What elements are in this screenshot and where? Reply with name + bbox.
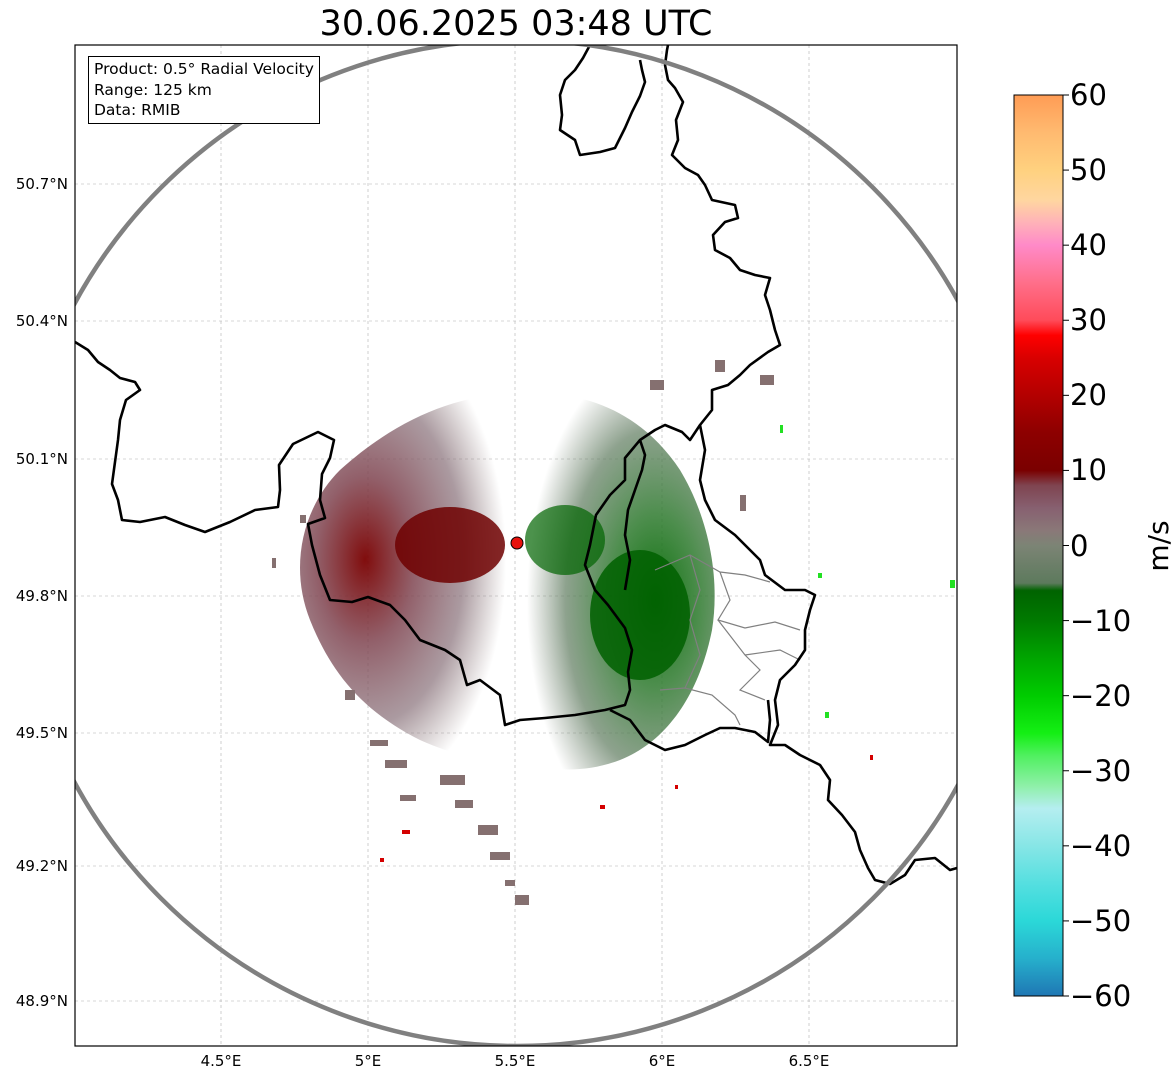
- lat-tick-label: 48.9°N: [15, 992, 68, 1010]
- colorbar-tick-label: −30: [1070, 753, 1132, 788]
- info-data-source: Data: RMIB: [94, 101, 181, 119]
- colorbar-tick-label: 30: [1070, 303, 1107, 338]
- colorbar-tick-label: 20: [1070, 378, 1107, 413]
- colorbar-tick-label: −40: [1070, 828, 1132, 863]
- lat-tick-label: 50.4°N: [15, 312, 68, 330]
- map-title: 30.06.2025 03:48 UTC: [319, 4, 713, 44]
- lat-tick-label: 49.2°N: [15, 857, 68, 875]
- lon-tick-label: 5°E: [354, 1052, 382, 1070]
- colorbar-tick-label: −60: [1070, 979, 1132, 1013]
- colorbar-gradient: [1014, 95, 1063, 996]
- lat-tick-label: 49.8°N: [15, 587, 68, 605]
- colorbar-tick-label: 60: [1070, 78, 1107, 112]
- positive-core: [395, 507, 505, 583]
- colorbar-tick-label: 0: [1070, 528, 1089, 563]
- colorbar-tick-label: 50: [1070, 153, 1107, 188]
- lon-tick-label: 6°E: [648, 1052, 676, 1070]
- lon-tick-label: 4.5°E: [200, 1052, 242, 1070]
- lat-tick-label: 49.5°N: [15, 724, 68, 742]
- national-borders: [75, 45, 957, 886]
- map-frame: [74, 44, 958, 1047]
- colorbar-tick-marks: [1063, 94, 1069, 997]
- negative-core: [590, 550, 690, 680]
- velocity-echoes: [272, 360, 955, 905]
- colorbar-unit-label: m/s: [1142, 520, 1171, 572]
- radar-site-marker: [510, 536, 524, 550]
- lat-tick-label: 50.7°N: [15, 175, 68, 193]
- negative-core-inner: [525, 505, 605, 575]
- colorbar-tick-label: 10: [1070, 453, 1107, 488]
- colorbar-tick-label: −10: [1070, 603, 1132, 638]
- info-product: Product: 0.5° Radial Velocity: [94, 60, 314, 78]
- admin-borders: [654, 554, 801, 726]
- colorbar-tick-label: −50: [1070, 903, 1132, 938]
- lon-tick-label: 5.5°E: [494, 1052, 536, 1070]
- colorbar-tick-label: −20: [1070, 678, 1132, 713]
- colorbar-tick-label: 40: [1070, 228, 1107, 263]
- info-range: Range: 125 km: [94, 80, 212, 99]
- info-box: Product: 0.5° Radial Velocity Range: 125…: [88, 56, 320, 124]
- lon-tick-label: 6.5°E: [788, 1052, 830, 1070]
- lat-tick-label: 50.1°N: [15, 450, 68, 468]
